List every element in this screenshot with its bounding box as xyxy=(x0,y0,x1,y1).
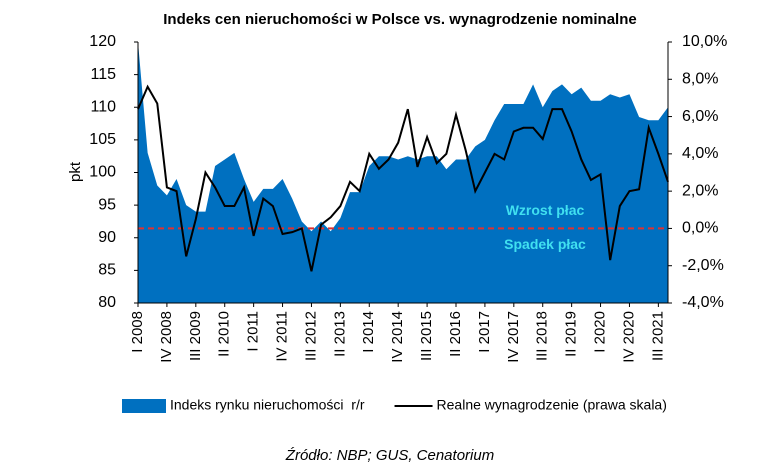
x-tick-label: II 2010 xyxy=(216,311,233,357)
x-tick-label: I 2020 xyxy=(592,311,609,353)
x-tick-label: IV 2008 xyxy=(158,311,175,363)
y2-tick-label: 10,0% xyxy=(682,33,727,50)
y-tick-label: 115 xyxy=(90,66,116,83)
x-tick-label: I 2017 xyxy=(476,311,493,353)
legend-label: Realne wynagrodzenie (prawa skala) xyxy=(437,397,667,413)
x-tick-label: II 2019 xyxy=(563,311,580,357)
y2-tick-label: -2,0% xyxy=(682,257,724,274)
x-tick-label: II 2016 xyxy=(447,311,464,357)
legend-label: Indeks rynku nieruchomości r/r xyxy=(170,397,365,413)
x-tick-label: IV 2011 xyxy=(274,311,291,362)
x-tick-label: I 2011 xyxy=(245,311,262,352)
x-tick-label: I 2008 xyxy=(129,311,146,353)
y-axis-label: pkt xyxy=(67,161,84,182)
x-tick-label: III 2021 xyxy=(649,311,666,361)
x-tick-label: IV 2020 xyxy=(620,311,637,363)
x-tick-label: II 2013 xyxy=(331,311,348,357)
line xyxy=(137,84,669,272)
area xyxy=(138,42,668,303)
y2-tick-label: -4,0% xyxy=(682,294,724,311)
x-tick-label: III 2015 xyxy=(418,311,435,361)
x-tick-label: IV 2014 xyxy=(389,311,406,363)
y-tick-label: 85 xyxy=(98,262,116,279)
y2-tick-label: 4,0% xyxy=(682,145,718,162)
x-tick-label: I 2014 xyxy=(360,311,377,353)
y-tick-label: 90 xyxy=(98,229,116,246)
x-tick-label: III 2018 xyxy=(534,311,551,361)
y-tick-label: 80 xyxy=(98,294,116,311)
y-tick-label: 110 xyxy=(90,98,116,115)
chart-title: Indeks cen nieruchomości w Polsce vs. wy… xyxy=(163,11,636,28)
annotation: Spadek płac xyxy=(504,236,586,252)
x-tick-label: III 2009 xyxy=(187,311,204,361)
x-tick-label: IV 2017 xyxy=(505,311,522,363)
y-tick-label: 95 xyxy=(98,196,116,213)
y2-tick-label: 0,0% xyxy=(682,220,718,237)
source: Źródło: NBP; GUS, Cenatorium xyxy=(285,447,494,464)
y2-tick-label: 8,0% xyxy=(682,71,718,88)
y2-tick-label: 6,0% xyxy=(682,108,718,125)
annotation: Wzrost płac xyxy=(506,202,585,218)
legend-swatch xyxy=(122,399,166,413)
y2-tick-label: 2,0% xyxy=(682,182,718,199)
y-tick-label: 105 xyxy=(89,131,116,148)
x-tick-label: III 2012 xyxy=(302,311,319,361)
y-tick-label: 100 xyxy=(89,164,116,181)
y-tick-label: 120 xyxy=(89,33,116,50)
